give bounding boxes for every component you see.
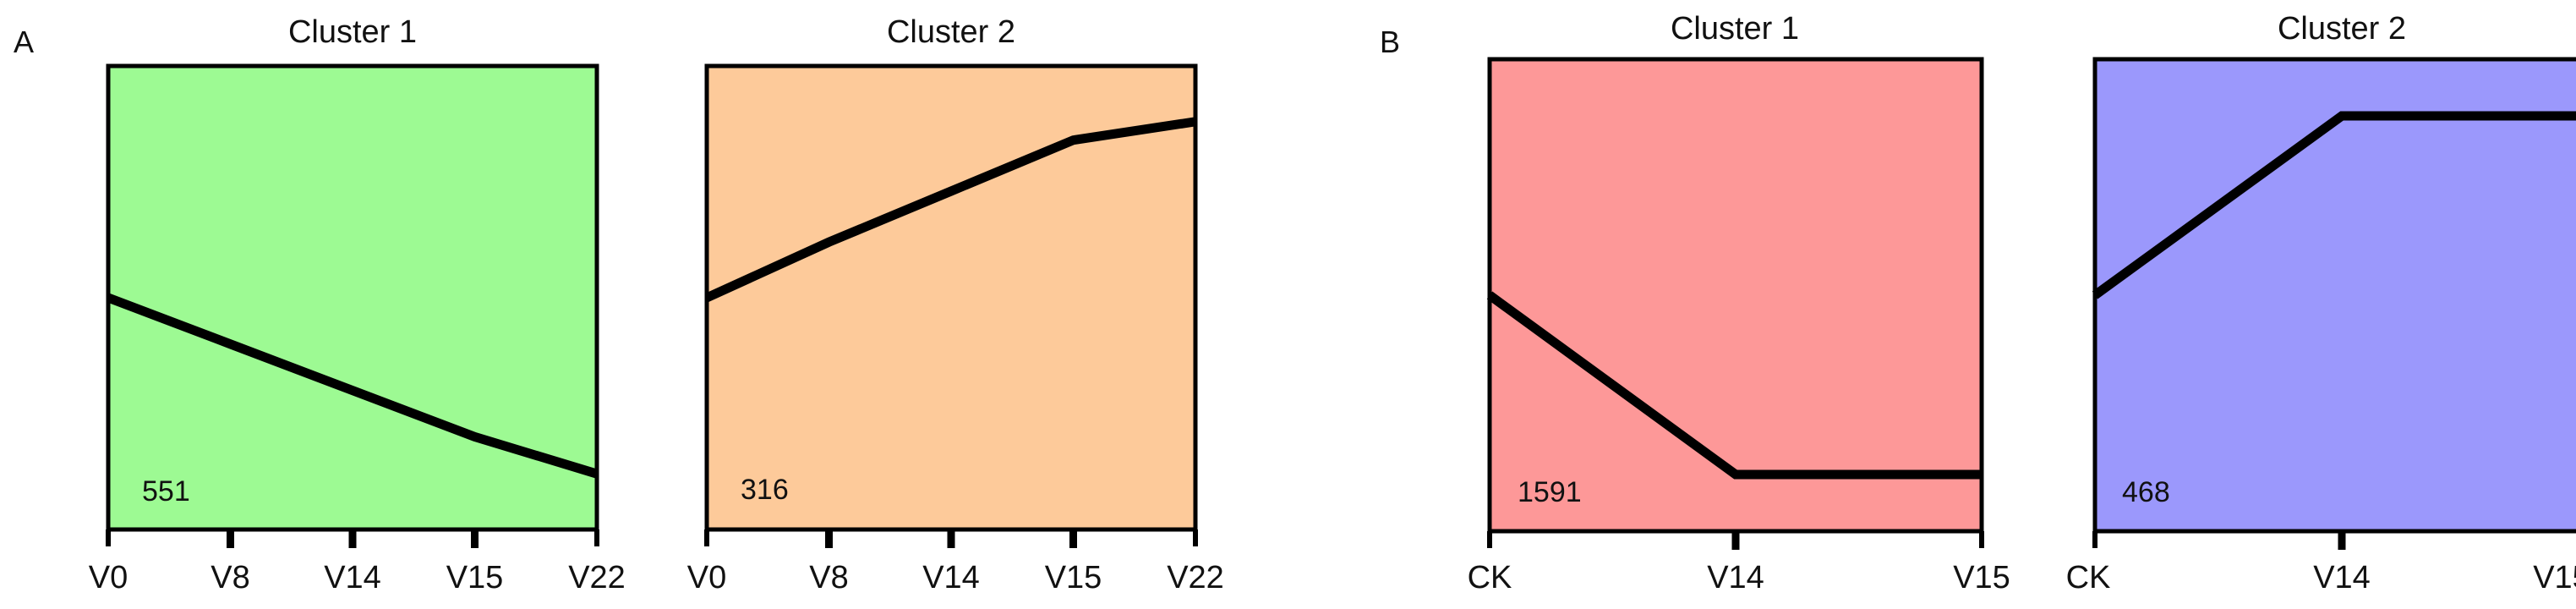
- cluster-count-a-cluster-2: 316: [741, 474, 789, 506]
- x-tick-label: V0: [687, 560, 726, 595]
- x-tick-label: V8: [809, 560, 848, 595]
- cluster-count-b-cluster-2: 468: [2122, 476, 2170, 508]
- chart-title-a-cluster-1: Cluster 1: [288, 14, 417, 50]
- series-line: [2092, 111, 2576, 299]
- x-tick-label: V15: [2533, 560, 2576, 595]
- x-tick-label: V14: [2313, 560, 2371, 595]
- x-tick-label: V15: [1953, 560, 2010, 595]
- chart-a-cluster-1: Cluster 1 551 V0 V8 V14 V15 V22: [89, 14, 626, 595]
- marks-a-cluster-2: [704, 117, 1198, 548]
- x-tick-label: V22: [568, 560, 626, 595]
- marks-a-cluster-1: [106, 293, 599, 548]
- cluster-count-b-cluster-1: 1591: [1518, 476, 1582, 508]
- x-tick-label: V0: [89, 560, 128, 595]
- x-tick-label: V14: [1707, 560, 1764, 595]
- chart-b-cluster-2: Cluster 2 468 CK V14 V15: [2066, 11, 2576, 595]
- x-tick-label: V15: [446, 560, 504, 595]
- series-line: [704, 117, 1196, 303]
- chart-title-b-cluster-2: Cluster 2: [2278, 11, 2406, 47]
- x-tick-label: V22: [1167, 560, 1224, 595]
- series-line: [107, 293, 599, 479]
- chart-title-a-cluster-2: Cluster 2: [887, 14, 1015, 50]
- x-tick-label: CK: [1468, 560, 1512, 595]
- x-tick-label: V14: [324, 560, 381, 595]
- series-line: [1486, 291, 1982, 480]
- x-tick-label: V15: [1045, 560, 1102, 595]
- panel-letter-b: B: [1380, 25, 1400, 59]
- x-tick-label: V14: [922, 560, 980, 595]
- marks-b-cluster-2: [2092, 111, 2576, 550]
- plot-area-a-cluster-1: [106, 63, 599, 532]
- chart-b-cluster-1: Cluster 1 1591 CK V14 V15: [1468, 11, 2010, 595]
- panel-letter-a: A: [14, 25, 34, 59]
- chart-a-cluster-2: Cluster 2 316 V0 V8 V14 V15 V22: [687, 14, 1224, 595]
- plot-area-b-cluster-1: [1487, 57, 1984, 534]
- x-tick-label: CK: [2066, 560, 2111, 595]
- cluster-count-a-cluster-1: 551: [142, 475, 190, 508]
- marks-b-cluster-1: [1486, 291, 1984, 550]
- x-tick-label: V8: [211, 560, 249, 595]
- chart-title-b-cluster-1: Cluster 1: [1671, 11, 1799, 47]
- plot-area-b-cluster-2: [2092, 57, 2576, 534]
